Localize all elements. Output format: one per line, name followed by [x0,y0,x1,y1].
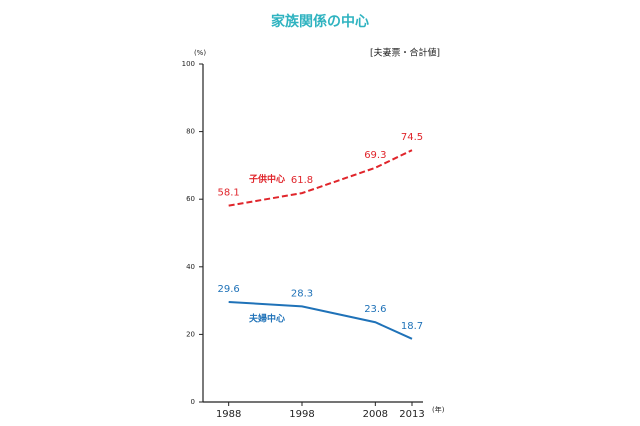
data-label: 29.6 [218,284,240,295]
series-line [228,300,413,340]
y-tick-label: 100 [182,60,195,68]
data-label: 18.7 [401,321,423,332]
data-label: 61.8 [291,175,313,186]
chart-title: 家族関係の中心 [271,13,369,30]
data-label: 28.3 [291,288,313,299]
x-tick-label: 2013 [399,409,424,420]
data-label: 58.1 [218,188,240,199]
series-line [228,149,413,207]
y-tick-label: 40 [186,263,195,271]
x-unit: (年) [432,405,445,414]
note: [夫妻票・合計値] [370,47,440,59]
series-name: 子供中心 [249,173,285,185]
data-label: 69.3 [364,150,386,161]
data-label: 74.5 [401,132,423,143]
data-label: 23.6 [364,304,386,315]
x-tick-label: 2008 [363,409,388,420]
series-name: 夫婦中心 [249,312,285,324]
x-tick-label: 1988 [216,409,241,420]
x-tick-label: 1998 [289,409,314,420]
y-tick-label: 20 [186,330,195,338]
y-tick-label: 0 [191,398,195,406]
y-tick-label: 80 [186,128,195,136]
y-unit: (%) [194,49,206,57]
y-tick-label: 60 [186,195,195,203]
